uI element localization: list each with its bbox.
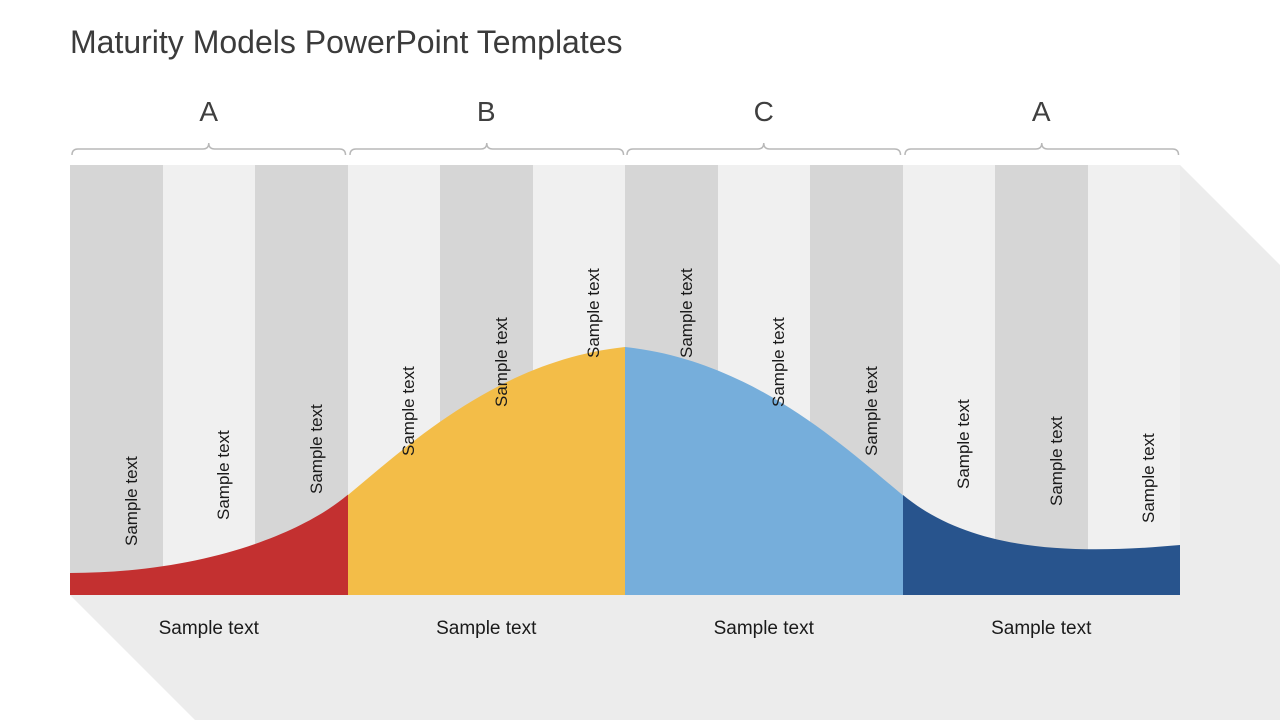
curve-segment-1 (348, 165, 626, 595)
column-label: Sample text (1047, 416, 1067, 506)
segment-label-1: Sample text (348, 618, 626, 640)
group-header-2: C (625, 96, 903, 128)
group-header-0: A (70, 96, 348, 128)
curve-segment-3 (903, 165, 1181, 595)
column-label: Sample text (677, 268, 697, 358)
column-label: Sample text (214, 430, 234, 520)
column-label: Sample text (1139, 433, 1159, 523)
column-label: Sample text (954, 400, 974, 490)
column-label: Sample text (307, 404, 327, 494)
group-header-1: B (348, 96, 626, 128)
chart-area: Sample text Sample text Sample text Samp… (70, 165, 1180, 595)
segment-label-3: Sample text (903, 618, 1181, 640)
column-label: Sample text (122, 456, 142, 546)
column-label: Sample text (862, 367, 882, 457)
segment-label-0: Sample text (70, 618, 348, 640)
group-bracket-1 (348, 135, 626, 159)
curve-segment-0 (70, 165, 348, 595)
column-label: Sample text (584, 268, 604, 358)
group-bracket-0 (70, 135, 348, 159)
column-label: Sample text (399, 367, 419, 457)
column-label: Sample text (492, 317, 512, 407)
page-title: Maturity Models PowerPoint Templates (70, 24, 623, 61)
segment-label-2: Sample text (625, 618, 903, 640)
group-header-3: A (903, 96, 1181, 128)
slide: { "title": { "text": "Maturity Models Po… (0, 0, 1280, 720)
group-bracket-2 (625, 135, 903, 159)
group-bracket-3 (903, 135, 1181, 159)
column-label: Sample text (769, 317, 789, 407)
curve-segment-2 (625, 165, 903, 595)
